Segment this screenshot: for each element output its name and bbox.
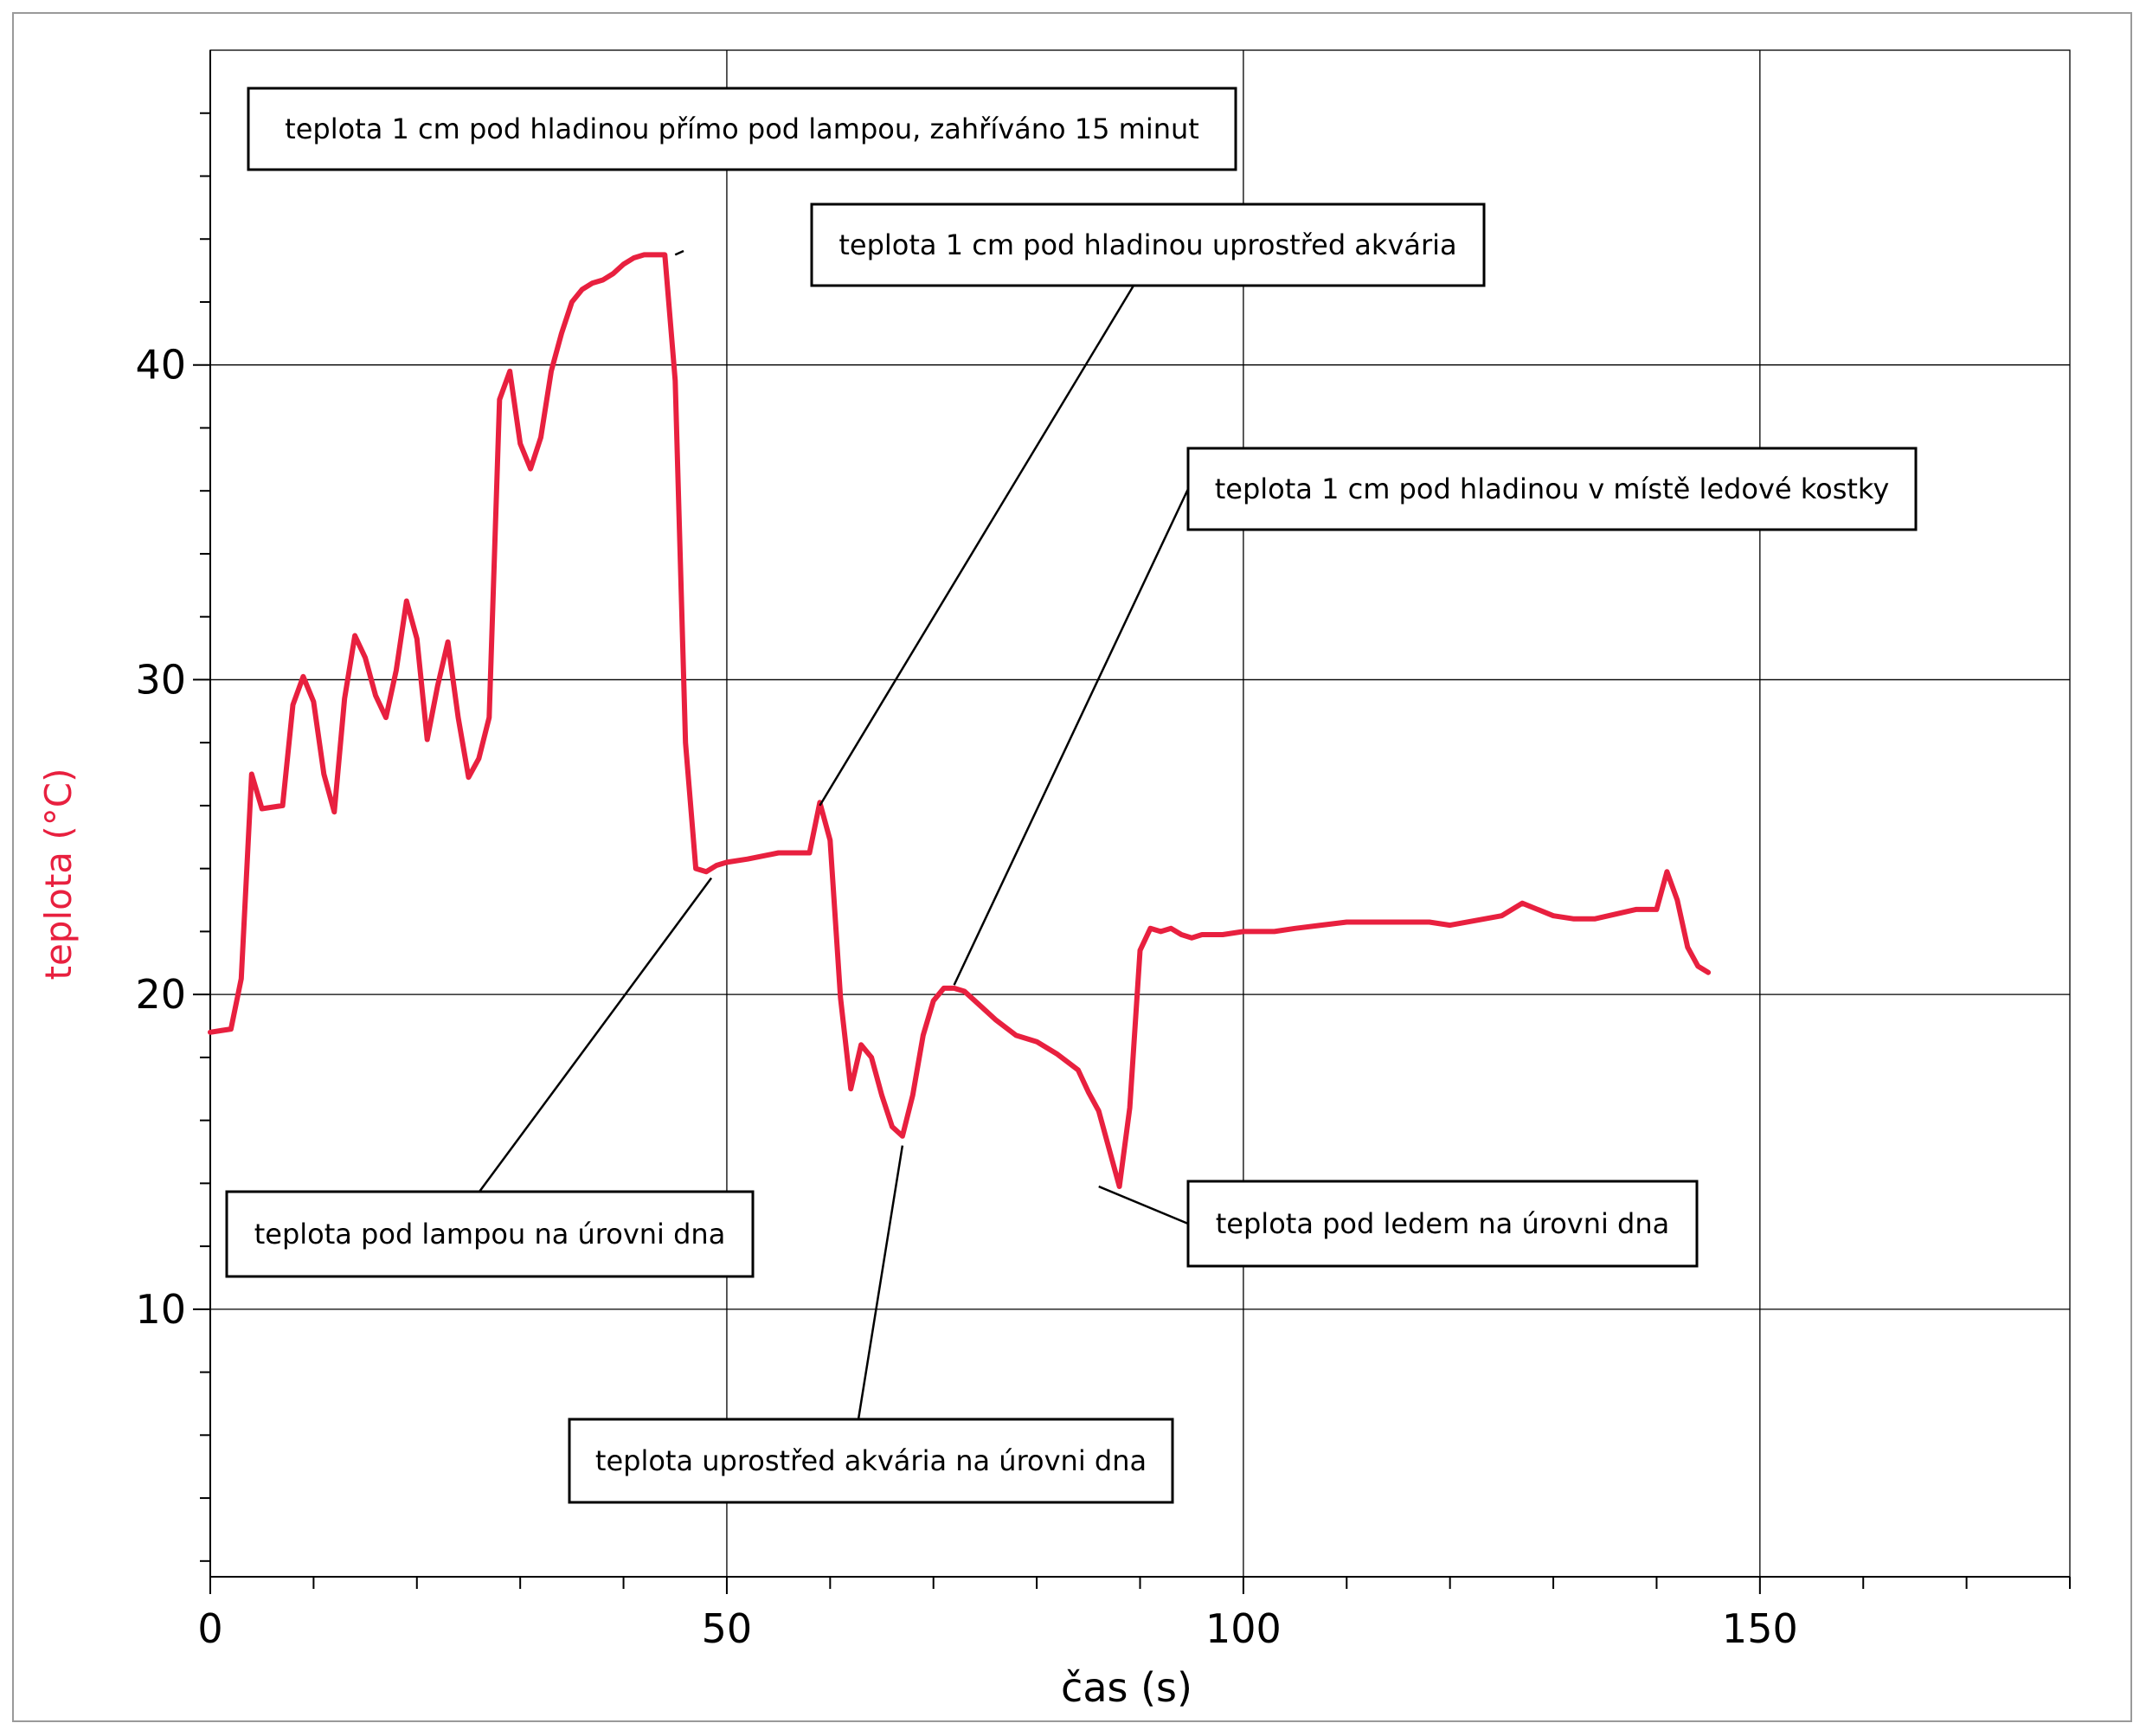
temperature-series-line [208,252,1712,1189]
y-axis-title: teplota (°C) [37,768,80,981]
annotation-label: teplota 1 cm pod hladinou přímo pod lamp… [285,113,1199,145]
y-tick-label: 20 [135,971,186,1018]
annotation-label: teplota pod lampou na úrovni dna [254,1218,726,1251]
annotation-box [568,1418,1174,1504]
annotation-leader-line [478,877,713,1193]
y-tick-label: 10 [135,1286,186,1333]
annotation-label: teplota 1 cm pod hladinou uprostřed akvá… [838,228,1456,261]
series [208,252,1712,1189]
annotation-box [1186,1180,1699,1268]
annotation-leader-line [857,1145,904,1420]
annotation-leader-line [819,285,1135,807]
annotations: teplota 1 cm pod hladinou přímo pod lamp… [225,87,1918,1504]
x-axis-title: čas (s) [1061,1664,1192,1711]
annotation-box [1186,447,1918,531]
figure-frame [12,12,2132,1722]
annotation-label: teplota pod ledem na úrovni dna [1216,1207,1670,1240]
annotation-box [810,203,1486,287]
x-tick-label: 100 [1205,1605,1282,1652]
x-tick-label: 50 [702,1605,753,1652]
axes: 0 50 100 150 10 20 30 40 [135,50,2071,1652]
annotation-box [247,87,1237,171]
y-tick-label: 40 [135,342,186,389]
annotation-box [225,1190,755,1278]
x-tick-label: 0 [197,1605,222,1652]
y-tick-label: 30 [135,656,186,703]
axis-labels: čas (s) teplota (°C) [37,768,1192,1712]
annotation-label: teplota 1 cm pod hladinou v místě ledové… [1215,473,1890,505]
annotation-label: teplota uprostřed akvária na úrovni dna [595,1444,1147,1477]
annotation-leader-line [674,249,684,256]
annotation-leader-line [1098,1185,1189,1225]
annotation-leader-line [953,488,1190,986]
x-tick-label: 150 [1722,1605,1798,1652]
